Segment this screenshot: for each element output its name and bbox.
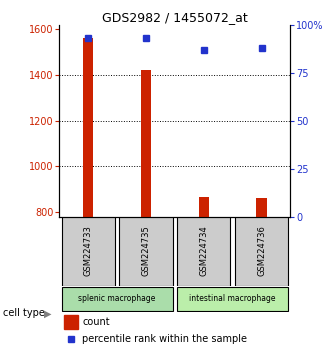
Bar — [119, 217, 173, 286]
Bar — [177, 287, 288, 311]
Title: GDS2982 / 1455072_at: GDS2982 / 1455072_at — [102, 11, 248, 24]
Text: ▶: ▶ — [44, 308, 51, 318]
Bar — [199, 197, 209, 217]
Bar — [235, 217, 288, 286]
Text: count: count — [82, 317, 110, 327]
Bar — [62, 217, 115, 286]
Text: cell type: cell type — [3, 308, 45, 318]
Text: GSM224733: GSM224733 — [84, 225, 93, 276]
Bar — [141, 70, 151, 217]
Bar — [177, 217, 230, 286]
Bar — [83, 39, 93, 217]
Text: percentile rank within the sample: percentile rank within the sample — [82, 334, 248, 344]
Bar — [64, 315, 78, 329]
Text: splenic macrophage: splenic macrophage — [79, 294, 156, 303]
Bar — [62, 287, 173, 311]
Text: GSM224734: GSM224734 — [199, 225, 208, 276]
Bar — [256, 198, 267, 217]
Text: intestinal macrophage: intestinal macrophage — [189, 294, 276, 303]
Text: GSM224735: GSM224735 — [142, 225, 150, 276]
Text: GSM224736: GSM224736 — [257, 225, 266, 276]
